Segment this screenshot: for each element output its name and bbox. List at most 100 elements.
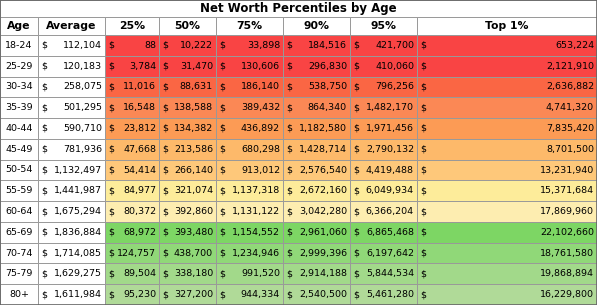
Bar [159, 284, 216, 305]
Bar [283, 139, 350, 160]
Text: 864,340: 864,340 [308, 103, 347, 112]
Text: $: $ [219, 103, 225, 112]
Bar [105, 118, 159, 139]
Bar [283, 222, 350, 243]
Bar [216, 264, 283, 284]
Text: $: $ [219, 124, 225, 133]
Text: $: $ [286, 145, 292, 154]
Text: 389,432: 389,432 [241, 103, 280, 112]
Bar [283, 17, 350, 35]
Text: 796,256: 796,256 [375, 82, 414, 92]
Text: $: $ [162, 249, 168, 258]
Bar [38, 17, 105, 35]
Text: 184,516: 184,516 [308, 41, 347, 50]
Text: 112,104: 112,104 [63, 41, 102, 50]
Text: $: $ [41, 269, 47, 278]
Bar [159, 222, 216, 243]
Text: $: $ [420, 82, 426, 92]
Bar [350, 201, 417, 222]
Text: $: $ [286, 82, 292, 92]
Text: $: $ [41, 207, 47, 216]
Bar [216, 222, 283, 243]
Text: $: $ [420, 166, 426, 174]
Text: 19,868,894: 19,868,894 [540, 269, 594, 278]
Bar [0, 56, 38, 77]
Text: $: $ [162, 228, 168, 237]
Bar [350, 243, 417, 264]
Bar [350, 97, 417, 118]
Text: 30-34: 30-34 [5, 82, 33, 92]
Bar [38, 35, 105, 56]
Text: $: $ [219, 82, 225, 92]
Text: 1,971,456: 1,971,456 [366, 124, 414, 133]
Text: $: $ [219, 290, 225, 299]
Text: 13,231,940: 13,231,940 [540, 166, 594, 174]
Text: 2,576,540: 2,576,540 [299, 166, 347, 174]
Text: 2,961,060: 2,961,060 [299, 228, 347, 237]
Text: $: $ [108, 228, 114, 237]
Text: 23,812: 23,812 [123, 124, 156, 133]
Text: $: $ [353, 145, 359, 154]
Text: $: $ [420, 249, 426, 258]
Bar [159, 56, 216, 77]
Bar [350, 139, 417, 160]
Text: 266,140: 266,140 [174, 166, 213, 174]
Bar [159, 160, 216, 180]
Text: $: $ [162, 207, 168, 216]
Text: 138,588: 138,588 [174, 103, 213, 112]
Text: 5,844,534: 5,844,534 [366, 269, 414, 278]
Bar [283, 284, 350, 305]
Bar [350, 17, 417, 35]
Text: $: $ [108, 249, 114, 258]
Text: 1,132,497: 1,132,497 [54, 166, 102, 174]
Text: $: $ [420, 62, 426, 71]
Bar [38, 264, 105, 284]
Text: 6,865,468: 6,865,468 [366, 228, 414, 237]
Text: 65-69: 65-69 [5, 228, 33, 237]
Text: 33,898: 33,898 [247, 41, 280, 50]
Bar [350, 35, 417, 56]
Bar [350, 160, 417, 180]
Text: $: $ [162, 124, 168, 133]
Bar [417, 77, 597, 97]
Bar [105, 284, 159, 305]
Text: $: $ [420, 103, 426, 112]
Bar [216, 17, 283, 35]
Bar [417, 97, 597, 118]
Bar [105, 160, 159, 180]
Bar [38, 56, 105, 77]
Text: 2,914,188: 2,914,188 [299, 269, 347, 278]
Text: 2,790,132: 2,790,132 [366, 145, 414, 154]
Text: 75-79: 75-79 [5, 269, 33, 278]
Text: $: $ [219, 41, 225, 50]
Text: 944,334: 944,334 [241, 290, 280, 299]
Bar [216, 201, 283, 222]
Bar [159, 97, 216, 118]
Text: 1,629,275: 1,629,275 [54, 269, 102, 278]
Text: $: $ [108, 124, 114, 133]
Text: 90%: 90% [303, 21, 330, 31]
Text: Age: Age [7, 21, 31, 31]
Bar [105, 17, 159, 35]
Bar [38, 222, 105, 243]
Text: 55-59: 55-59 [5, 186, 33, 195]
Text: 1,441,987: 1,441,987 [54, 186, 102, 195]
Text: 31,470: 31,470 [180, 62, 213, 71]
Bar [105, 201, 159, 222]
Bar [350, 77, 417, 97]
Bar [105, 139, 159, 160]
Text: 1,482,170: 1,482,170 [366, 103, 414, 112]
Text: $: $ [219, 228, 225, 237]
Text: 1,234,946: 1,234,946 [232, 249, 280, 258]
Text: $: $ [286, 249, 292, 258]
Bar [216, 180, 283, 201]
Text: $: $ [162, 103, 168, 112]
Bar [417, 180, 597, 201]
Text: 438,700: 438,700 [174, 249, 213, 258]
Text: $: $ [108, 166, 114, 174]
Bar [105, 243, 159, 264]
Text: $: $ [286, 290, 292, 299]
Text: $: $ [420, 186, 426, 195]
Text: 80+: 80+ [9, 290, 29, 299]
Text: 25-29: 25-29 [5, 62, 33, 71]
